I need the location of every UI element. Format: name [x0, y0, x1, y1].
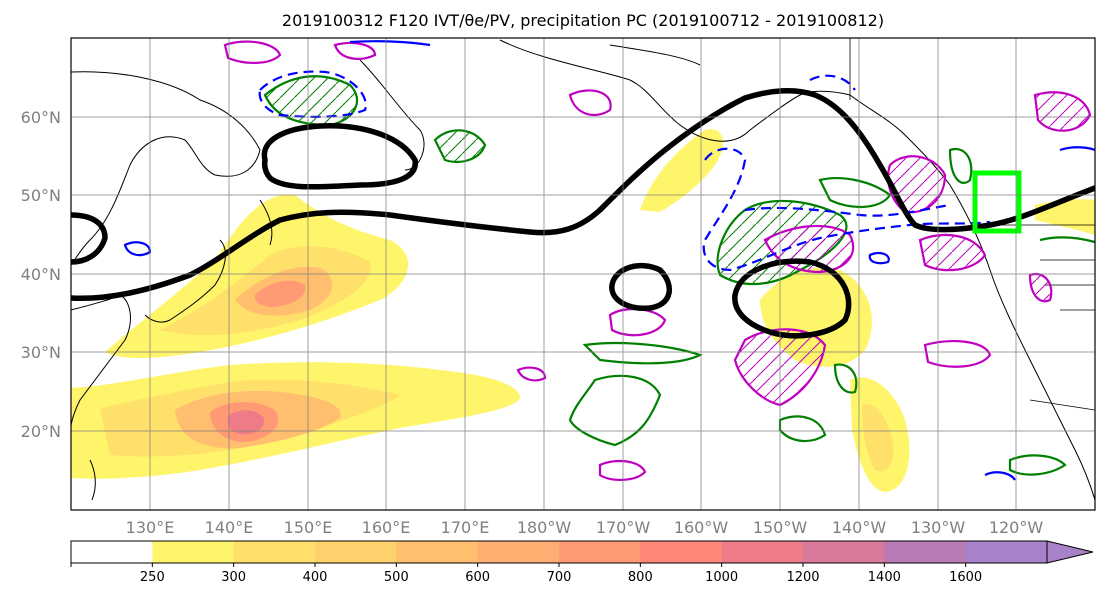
green-region-6 [568, 374, 662, 447]
target-region-box [972, 170, 1022, 234]
lon-label: 150°W [753, 518, 808, 537]
colorbar: 250 300 400 500 600 700 800 1000 1200 1400 1600 [70, 540, 1094, 585]
magenta-region-13 [1028, 272, 1053, 303]
green-region-10 [1008, 454, 1067, 476]
colorbar-tick-label: 1000 [705, 570, 738, 585]
green-region-8 [833, 363, 858, 394]
blue-dashed-4 [809, 74, 856, 91]
blue-solid-2 [349, 40, 431, 47]
ivt-core-north [254, 280, 306, 307]
green-region-11 [1039, 236, 1095, 244]
na-west-coast [849, 94, 1095, 501]
green-region-1 [263, 75, 359, 127]
colorbar-segment [233, 541, 316, 563]
lat-label: 50°N [21, 186, 61, 205]
lon-label: 140°W [832, 518, 887, 537]
magenta-region-12 [516, 366, 547, 382]
ivt-shading [71, 129, 1095, 492]
colorbar-segment [396, 541, 479, 563]
closed-contour-ne-pacific [732, 258, 852, 339]
map-frame [70, 37, 1096, 511]
colorbar-tick-label: 300 [221, 570, 246, 585]
black-contours [71, 87, 1095, 339]
colorbar-tick-label: 400 [303, 570, 328, 585]
lon-label: 120°W [989, 518, 1044, 537]
lat-label: 40°N [21, 265, 61, 284]
lat-label: 60°N [21, 108, 61, 127]
lon-label: 180°W [517, 518, 572, 537]
lon-label: 170°W [596, 518, 651, 537]
closed-low-kamchatka [261, 123, 418, 190]
colorbar-tick-label: 700 [547, 570, 572, 585]
colorbar-tick-label: 1600 [949, 570, 982, 585]
colorbar-segment [803, 541, 885, 563]
lon-label: 160°E [362, 518, 411, 537]
colorbar-segment [884, 541, 967, 563]
lon-label: 130°E [126, 518, 175, 537]
blue-dashed-2 [702, 147, 991, 272]
magenta-region-8 [923, 340, 992, 368]
lon-label: 170°E [441, 518, 490, 537]
gridlines [71, 38, 1095, 510]
colorbar-segment [965, 541, 1048, 563]
arctic-coast [609, 44, 701, 66]
lon-label: 130°W [911, 518, 966, 537]
ivt-gulf-alaska [640, 129, 723, 212]
blue-contours [123, 40, 1095, 481]
colorbar-segment [559, 541, 641, 563]
map-body [71, 38, 1095, 510]
longitude-labels: 130°E 140°E 150°E 160°E 170°E 180°W 170°… [126, 518, 1044, 537]
ivt-core [227, 410, 265, 435]
colorbar-segment [152, 541, 235, 563]
blue-dashed-1 [258, 70, 367, 118]
colorbar-extend-arrow [1046, 540, 1094, 564]
colorbar-segment [721, 541, 804, 563]
colorbar-tick-label: 500 [384, 570, 409, 585]
magenta-region-1 [223, 40, 282, 64]
colorbar-segment [71, 541, 153, 563]
map-title: 2019100312 F120 IVT/θe/PV, precipitation… [282, 11, 884, 30]
ivt-subtropical-east-core [862, 404, 894, 472]
colorbar-segment [477, 541, 560, 563]
philippines-coast [89, 459, 96, 501]
green-region-5 [582, 341, 703, 365]
closed-contour-west [71, 212, 108, 265]
lon-label: 150°E [284, 518, 333, 537]
alaska-coast [499, 39, 851, 142]
lat-label: 30°N [21, 343, 61, 362]
state-borders [1029, 259, 1095, 411]
magenta-region-11 [598, 459, 647, 481]
colorbar-tick-label: 1400 [868, 570, 901, 585]
colorbar-tick-label: 250 [140, 570, 165, 585]
green-region-2 [433, 129, 487, 163]
blue-dashed-3 [744, 203, 951, 217]
colorbar-tick-label: 600 [465, 570, 490, 585]
china-coast [71, 294, 131, 426]
magenta-region-3 [568, 89, 612, 117]
magenta-region-9 [1033, 91, 1092, 132]
colorbar-tick-label: 800 [628, 570, 653, 585]
blue-solid-3 [868, 251, 890, 265]
green-region-9 [948, 147, 973, 184]
latitude-labels: 60°N 50°N 40°N 30°N 20°N [21, 108, 61, 441]
blue-solid-4 [984, 471, 1016, 481]
magenta-region-6 [887, 155, 947, 214]
blue-solid-5 [1059, 146, 1095, 152]
japan-coast [144, 239, 226, 323]
green-region-7 [778, 415, 827, 443]
colorbar-segment [640, 541, 723, 563]
jet-stream-contour [71, 87, 1095, 302]
magenta-region-2 [333, 41, 377, 60]
colorbar-segment [315, 541, 397, 563]
lon-label: 160°W [674, 518, 729, 537]
lat-label: 20°N [21, 422, 61, 441]
lon-label: 140°E [205, 518, 254, 537]
colorbar-tick-label: 1200 [786, 570, 819, 585]
